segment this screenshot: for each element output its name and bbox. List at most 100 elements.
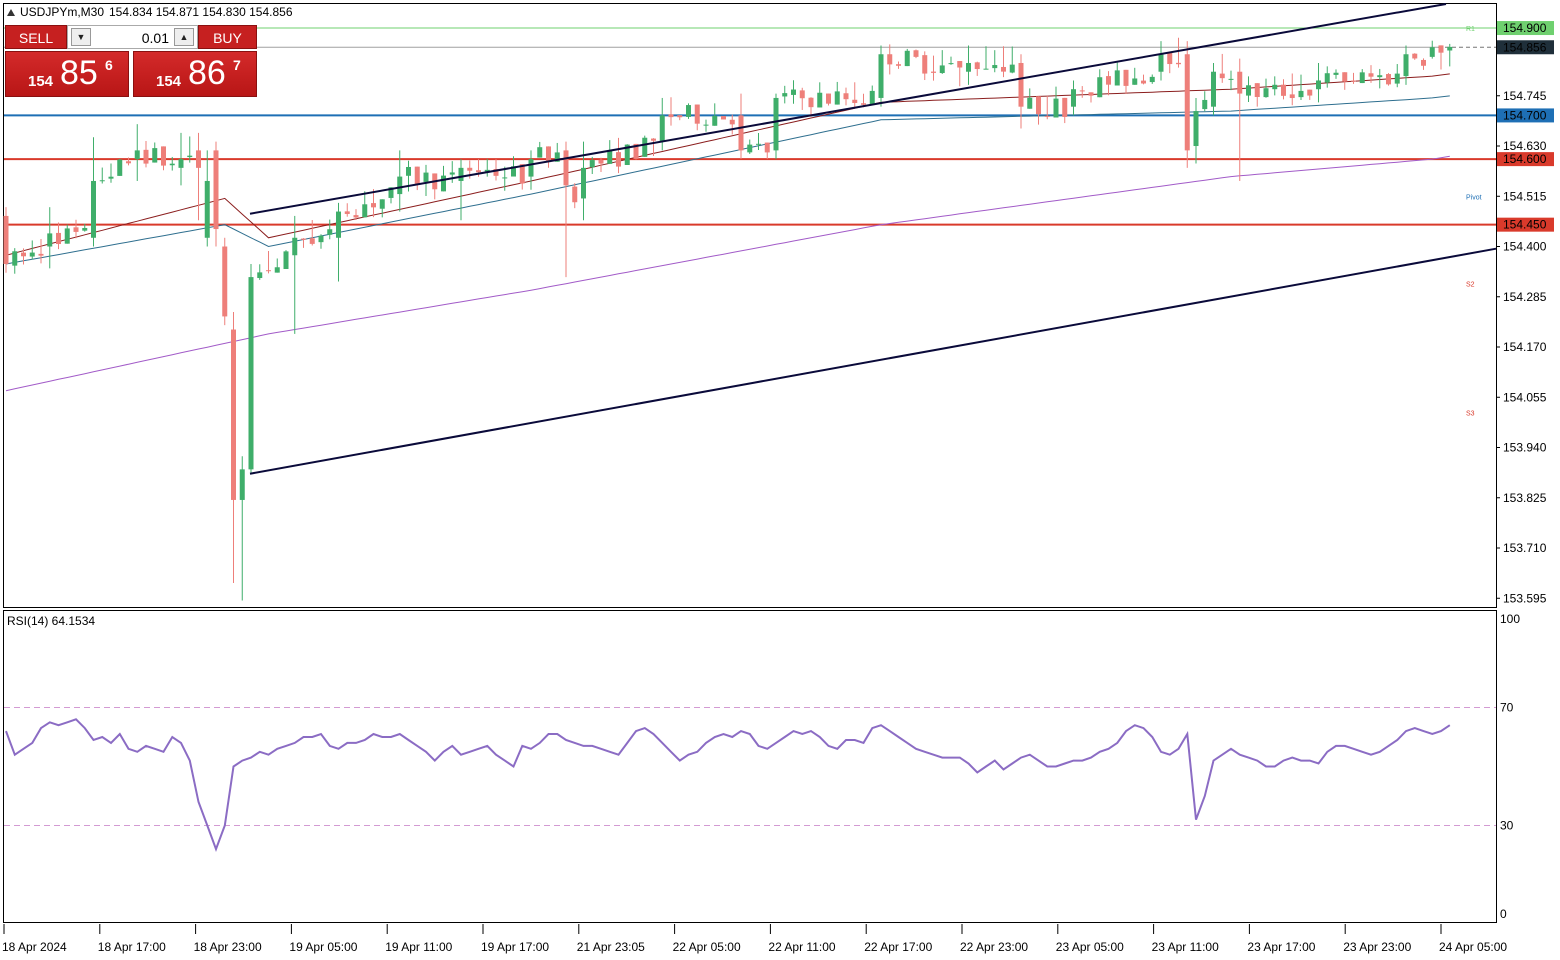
candle-body (353, 215, 359, 218)
buy-price[interactable]: 154 86 7 (133, 51, 257, 97)
level-price-tag-r1 (1497, 21, 1554, 36)
candle (371, 189, 376, 218)
candle-body (1202, 99, 1208, 110)
lot-size-value[interactable]: 0.01 (141, 30, 169, 46)
candle (651, 138, 656, 157)
candle-body (423, 172, 429, 182)
candle (1351, 72, 1356, 84)
candle-body (1438, 45, 1444, 53)
candle-body (3, 215, 9, 264)
sell-button[interactable]: SELL (5, 25, 67, 49)
candle (1272, 76, 1278, 96)
candle (799, 87, 805, 110)
candle-body (231, 329, 236, 500)
candle-body (589, 160, 595, 168)
candle (1062, 97, 1068, 124)
lot-decrease-icon[interactable]: ▼ (71, 28, 91, 46)
candle (1324, 66, 1330, 88)
candle-body (1044, 115, 1050, 117)
candle-body (1018, 62, 1024, 107)
sell-price[interactable]: 154 85 6 (5, 51, 129, 97)
candle-body (1351, 80, 1356, 82)
candle (327, 219, 333, 240)
candle-body (484, 169, 490, 172)
candle-body (922, 55, 928, 74)
candle (379, 199, 385, 218)
rsi-label: RSI(14) 64.1534 (7, 614, 95, 628)
candle-body (939, 65, 945, 74)
candle (1149, 74, 1155, 84)
candle-body (712, 115, 718, 126)
candle (318, 234, 324, 249)
lot-increase-icon[interactable]: ▲ (174, 28, 194, 46)
candle-body (1272, 84, 1278, 90)
candle-body (616, 152, 621, 167)
candle (1044, 95, 1050, 120)
candle-body (904, 50, 910, 67)
candle (64, 224, 70, 244)
candle-body (957, 61, 963, 68)
candle-body (266, 270, 271, 272)
level-tag-s2: S2 (1466, 282, 1475, 289)
moving-averages (5, 73, 1450, 392)
candle-body (546, 146, 551, 163)
candle-body (283, 251, 289, 269)
candle-body (1281, 84, 1286, 96)
candle-body (29, 252, 35, 257)
level-price-tag-label: 154.600 (1503, 152, 1547, 166)
candle-body (1167, 52, 1173, 65)
time-tick-label: 23 Apr 17:00 (1247, 940, 1315, 954)
candle (239, 456, 245, 601)
trendlines (249, 3, 1497, 475)
candle (222, 237, 228, 326)
collapse-arrow-icon[interactable] (7, 9, 15, 16)
candle-body (204, 180, 210, 238)
candle (694, 104, 700, 131)
time-tick-label: 23 Apr 23:00 (1343, 940, 1411, 954)
candle-body (467, 167, 473, 171)
candle (826, 93, 831, 106)
candle-body (607, 150, 613, 164)
candle-body (651, 138, 656, 141)
candle-body (1211, 71, 1216, 107)
buy-button[interactable]: BUY (198, 25, 257, 49)
candle (143, 140, 149, 168)
time-tick-label: 22 Apr 17:00 (864, 940, 932, 954)
lot-size-field[interactable]: ▼ 0.01 ▲ (67, 25, 198, 49)
candle (1412, 53, 1418, 60)
candle (511, 156, 516, 177)
candle (756, 133, 761, 151)
candle-body (397, 176, 403, 195)
candle-body (843, 93, 849, 100)
price-tick-label: 154.515 (1503, 189, 1547, 203)
candle (773, 93, 779, 160)
candle-body (134, 150, 140, 160)
level-price-tag-pivot (1497, 108, 1554, 123)
candle (178, 132, 184, 186)
candle (458, 159, 464, 221)
candle-body (406, 166, 411, 176)
time-tick-label: 24 Apr 05:00 (1439, 940, 1507, 954)
candle (931, 55, 936, 81)
candle (134, 124, 140, 181)
candle-body (1141, 80, 1146, 84)
candle-body (1158, 54, 1164, 72)
candle (1123, 69, 1129, 94)
trendline-upper[interactable] (249, 3, 1447, 215)
rsi-plot: 0 30 70 100 (4, 612, 1520, 921)
candle-body (686, 105, 691, 117)
candle-body (108, 176, 114, 179)
candle (283, 250, 289, 269)
candle-body (668, 114, 674, 118)
candle-body (642, 137, 648, 157)
level-price-tag-resistance (1497, 152, 1554, 167)
candle-body (528, 159, 534, 177)
candle (563, 141, 569, 278)
price-axis: 153.595 153.710 153.825 153.940 154.055 154.1… (1496, 21, 1554, 605)
trendline-lower[interactable] (249, 247, 1497, 475)
candle (126, 157, 131, 166)
current-price-tag-label: 154.856 (1503, 40, 1547, 54)
candle-body (99, 180, 105, 182)
candle-body (677, 115, 683, 118)
time-tick-label: 23 Apr 11:00 (1152, 940, 1219, 954)
